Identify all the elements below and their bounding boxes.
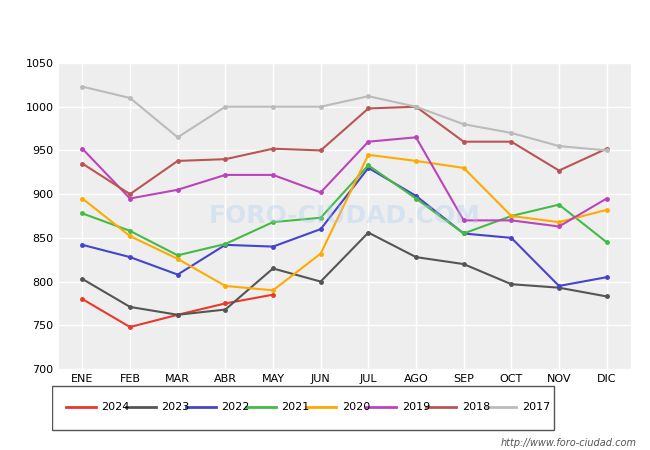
Text: Afiliados en Santiago-Pontones a 31/5/2024: Afiliados en Santiago-Pontones a 31/5/20… <box>128 18 522 36</box>
Text: 2018: 2018 <box>462 402 490 412</box>
Text: 2022: 2022 <box>222 402 250 412</box>
FancyBboxPatch shape <box>52 386 554 429</box>
Text: 2020: 2020 <box>342 402 370 412</box>
Text: 2019: 2019 <box>402 402 430 412</box>
Text: FORO-CIUDAD.COM: FORO-CIUDAD.COM <box>209 204 480 228</box>
Text: 2023: 2023 <box>161 402 190 412</box>
Text: 2017: 2017 <box>522 402 550 412</box>
Text: http://www.foro-ciudad.com: http://www.foro-ciudad.com <box>501 438 637 448</box>
Text: 2024: 2024 <box>101 402 130 412</box>
Text: 2021: 2021 <box>281 402 310 412</box>
